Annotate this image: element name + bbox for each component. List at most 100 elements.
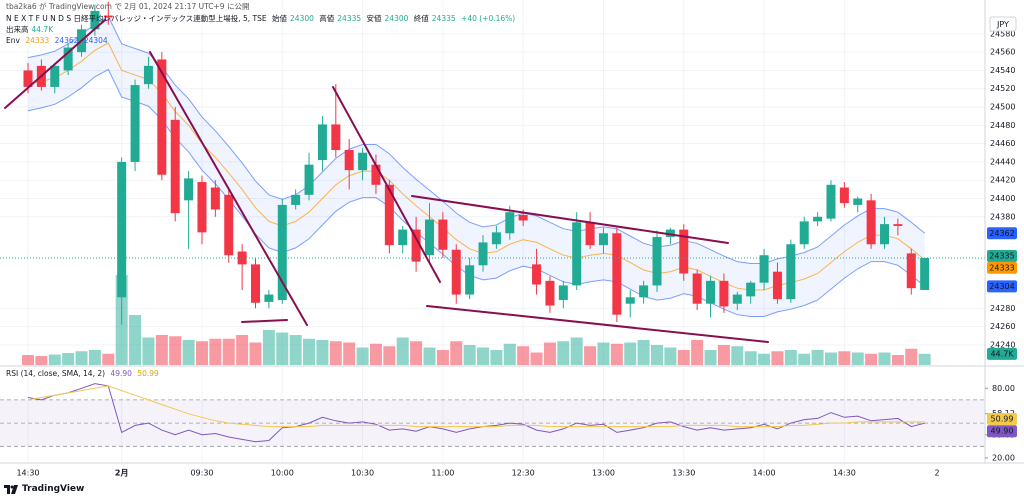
candle-body [505,212,515,234]
volume-bar [918,353,931,365]
candle-body [491,232,501,245]
candle-body [679,229,689,274]
rsi-ma-label-box [987,412,1017,425]
volume-bar [851,352,864,365]
candle-body [117,161,127,298]
volume-bar [182,340,195,365]
candle-body [545,280,555,306]
y-tick-label: 80.00 [992,384,1015,393]
volume-bar [262,330,275,365]
volume-bar [584,346,597,365]
y-tick-label: 24580 [990,29,1015,38]
rsi-label: 49.90 [991,427,1014,436]
volume-bar [356,347,369,365]
volume-bar [878,352,891,365]
env-upper-value: 24362 [54,36,79,45]
y-tick-label: 24460 [990,139,1015,148]
volume-bar [838,351,851,365]
x-tick-label: 14:30 [833,469,856,478]
close-label: 終値 [413,14,429,23]
env-middle-label: 24333 [989,263,1014,272]
volume-bar [276,332,289,365]
candle-body [799,221,809,245]
candle-body [706,280,716,304]
rsi-title: RSI (14, close, SMA, 14, 2) [6,369,106,378]
low-label: 安値 [366,14,382,23]
volume-bar [22,355,34,365]
y-tick-label: 24540 [990,66,1015,75]
volume-bar [677,350,690,365]
candle-body [786,244,796,300]
volume-bar [717,345,730,365]
volume-bar [383,346,396,365]
candle-body [639,285,649,298]
y-tick-label: 24420 [990,176,1015,185]
candle-body [130,85,140,162]
volume-bar [637,340,650,365]
volume-value: 44.7K [31,25,54,34]
env-upper-label-box [987,227,1017,240]
volume-bar [155,335,168,365]
close-value: 24335 [431,14,456,23]
candle-body [224,194,234,256]
candle-body [157,59,167,175]
candle-body [23,70,33,87]
candle-body [251,264,261,303]
volume-bar [651,345,664,365]
publisher: tba2ka6 が TradingView.com で 2月 01, 2024 … [6,2,250,11]
volume-bar [410,341,423,365]
volume-bar [222,338,235,365]
volume-bar [316,340,329,365]
candle-body [920,257,930,290]
candle-body [880,224,890,245]
rsi-line [27,383,925,443]
candle-body [197,182,207,233]
candle-body [277,204,287,301]
candle-body [612,233,622,315]
y-tick-label: 24480 [990,121,1015,130]
candle-body [759,255,769,283]
rsi-ma-label: 50.99 [991,414,1014,423]
volume-bar [450,341,463,365]
change: +40 (+0.16%) [461,14,516,23]
y-tick-label: 24400 [990,194,1015,203]
rsi-label-box [987,425,1017,438]
candle-body [813,216,823,222]
volume-bar [704,350,717,365]
candle-body [331,124,341,151]
volume-bar [423,347,436,365]
candle-body [358,152,368,171]
currency-box [989,16,1017,32]
x-tick-label: 14:00 [753,469,776,478]
volume-bar [102,353,115,365]
volume-bar [369,343,382,365]
open-value: 24300 [290,14,314,23]
candle-body [465,265,475,295]
candle-body [438,219,448,250]
y-tick-label: 24280 [990,304,1015,313]
candle-body [384,184,394,246]
brand: TradingView [22,484,85,494]
volume-bar [811,350,824,365]
env-upper-label: 24362 [989,229,1014,238]
candle-body [625,297,635,304]
candle-body [598,233,608,246]
env-middle-value: 24333 [25,36,50,45]
volume-bar [490,350,503,365]
candle-body [424,219,434,256]
candle-body [893,224,903,226]
legend-rsi: RSI (14, close, SMA, 14, 2) 49.90 50.99 [6,369,162,379]
last-price-label: 24335 [989,251,1014,260]
volume-bar [570,337,583,365]
candle-body [291,194,301,205]
candle-body [518,214,528,221]
volume-bar [798,353,811,365]
candle-body [772,271,782,300]
volume-bar [35,356,48,365]
env-middle-label-box [987,261,1017,274]
candle-body [184,178,194,201]
candle-body [839,187,849,204]
y-tick-label: 24500 [990,103,1015,112]
